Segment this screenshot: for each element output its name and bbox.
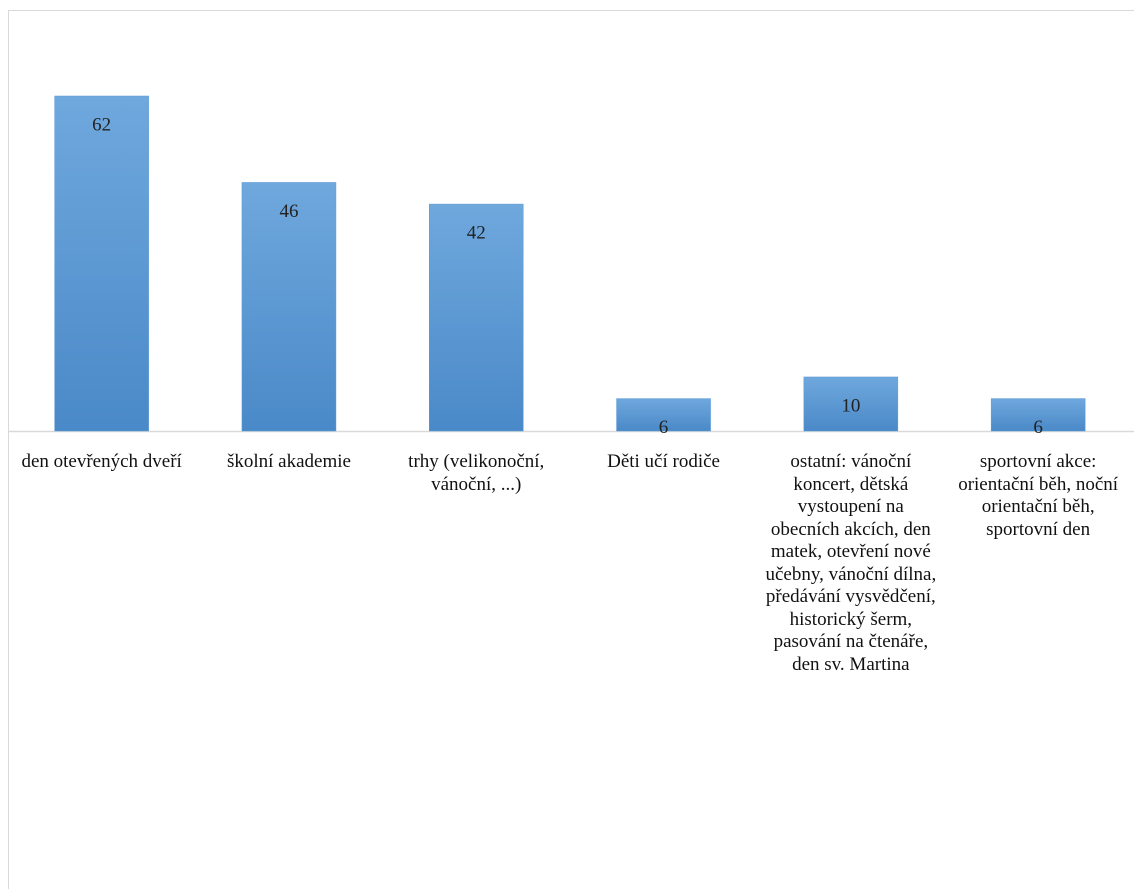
value-label: 10 [841, 395, 860, 416]
value-label: 46 [279, 201, 298, 222]
x-tick-label: ostatní: vánoční koncert, dětská vystoup… [765, 451, 937, 675]
x-tick-label: Děti učí rodiče [607, 451, 720, 472]
value-label: 62 [92, 114, 111, 135]
x-tick-label: den otevřených dveří [21, 451, 182, 472]
bar [429, 203, 524, 432]
chart-border [8, 10, 1134, 889]
value-label: 6 [659, 417, 669, 438]
bar [241, 182, 337, 432]
bar [54, 95, 149, 432]
value-label: 6 [1033, 417, 1043, 438]
bar [616, 398, 711, 432]
x-tick-label: školní akademie [226, 451, 351, 472]
x-tick-label: trhy (velikonoční, vánoční, ...) [408, 451, 545, 495]
x-tick-label: sportovní akce: orientační běh, noční or… [958, 451, 1119, 540]
bar [990, 398, 1086, 432]
value-label: 42 [467, 222, 486, 243]
bar [803, 376, 899, 432]
